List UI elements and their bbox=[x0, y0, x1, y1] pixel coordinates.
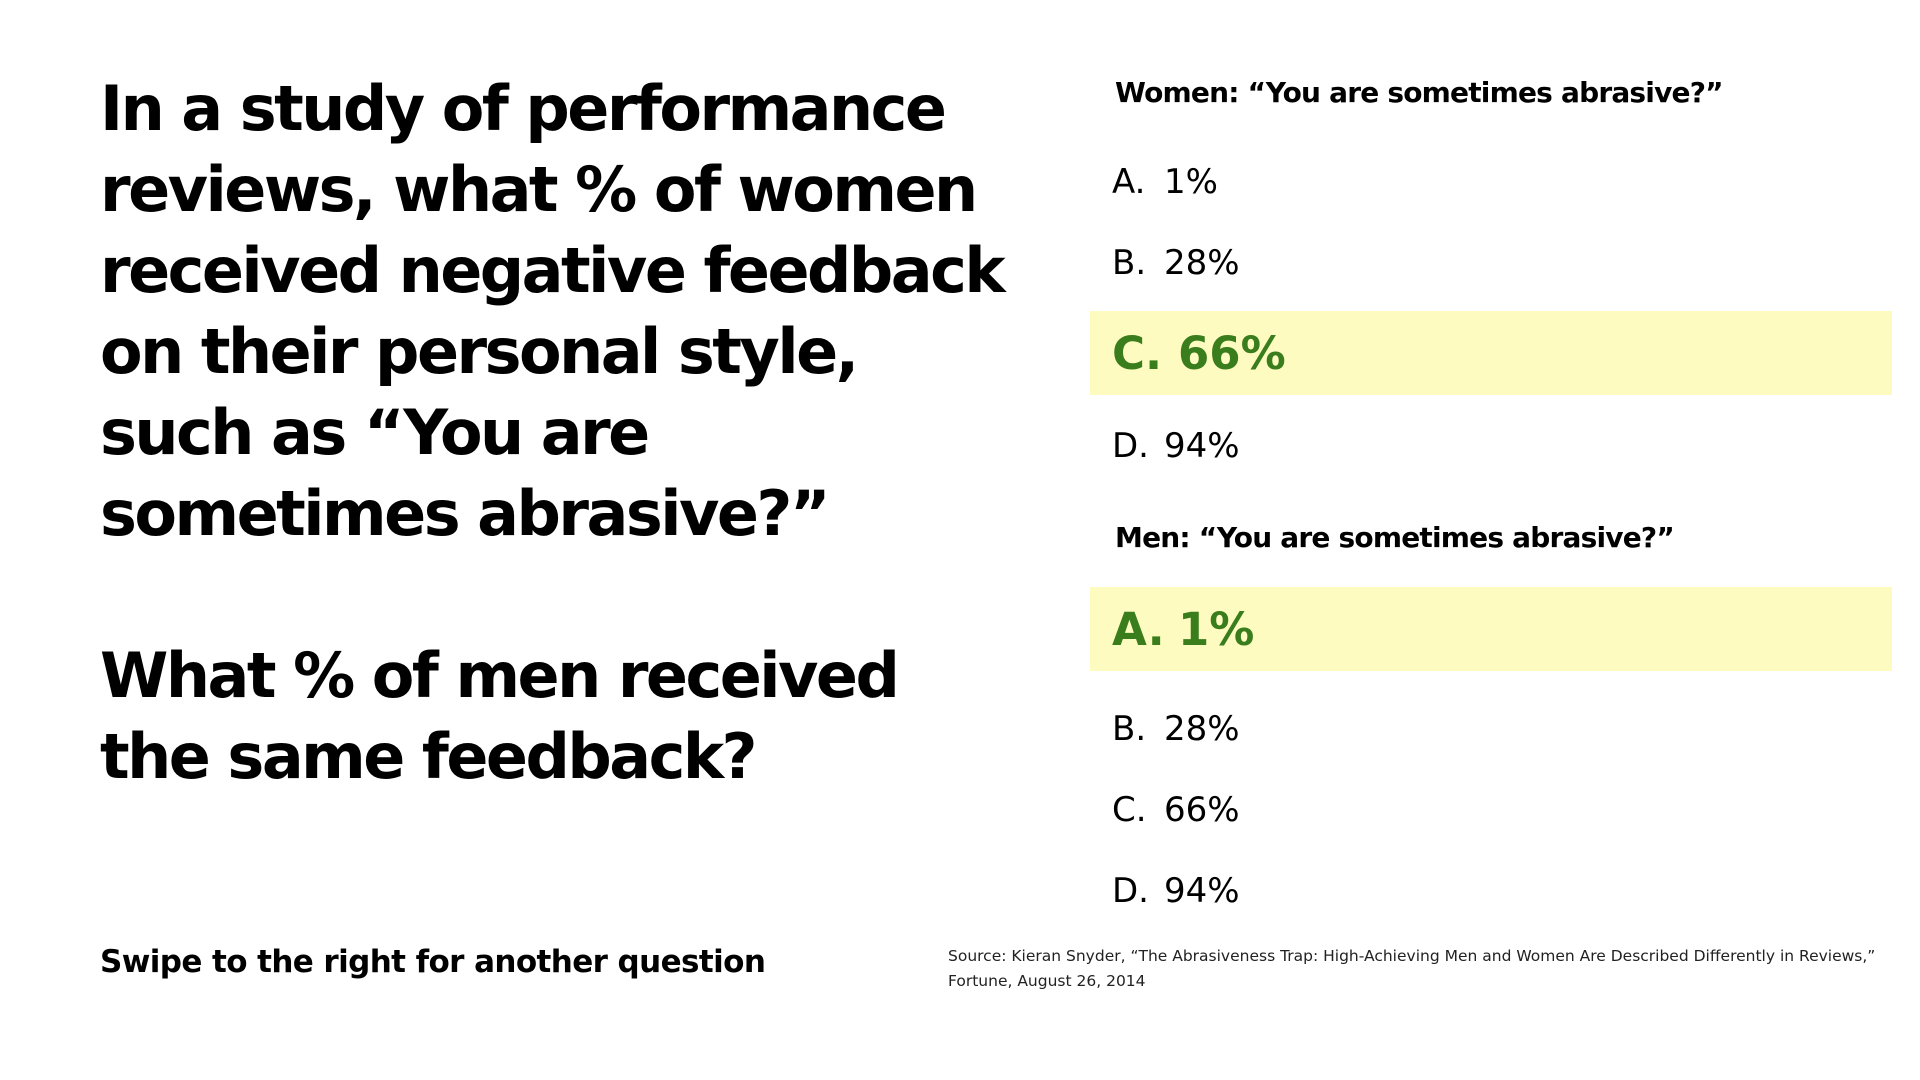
question-men: What % of men received the same feedback… bbox=[100, 639, 900, 793]
source-line: Source: Kieran Snyder, “The Abrasiveness… bbox=[948, 947, 1876, 965]
option-value: 94% bbox=[1164, 871, 1240, 911]
option-letter: C. bbox=[1112, 790, 1147, 830]
option-letter: A. bbox=[1112, 602, 1165, 656]
option-letter: C. bbox=[1112, 326, 1163, 380]
source-citation: Source: Kieran Snyder, “The Abrasiveness… bbox=[948, 944, 1898, 994]
option-value: 1% bbox=[1164, 162, 1218, 202]
men-option-a-correct: A. 1% bbox=[1090, 587, 1892, 671]
men-option-c: C. 66% bbox=[1090, 768, 1892, 852]
women-option-a: A. 1% bbox=[1090, 140, 1892, 224]
option-value: 94% bbox=[1164, 426, 1240, 466]
men-question-title: Men: “You are sometimes abrasive?” bbox=[1115, 521, 1675, 554]
option-letter: B. bbox=[1112, 709, 1147, 749]
option-letter: B. bbox=[1112, 243, 1147, 283]
option-value: 28% bbox=[1164, 709, 1240, 749]
women-option-d: D. 94% bbox=[1090, 404, 1892, 488]
men-option-b: B. 28% bbox=[1090, 687, 1892, 771]
question-block: In a study of performance reviews, what … bbox=[100, 68, 1020, 797]
women-option-c-correct: C. 66% bbox=[1090, 311, 1892, 395]
source-line: Fortune, August 26, 2014 bbox=[948, 972, 1146, 990]
option-value: 66% bbox=[1164, 790, 1240, 830]
women-option-b: B. 28% bbox=[1090, 221, 1892, 305]
option-letter: A. bbox=[1112, 162, 1146, 202]
option-value: 1% bbox=[1178, 602, 1255, 656]
swipe-hint: Swipe to the right for another question bbox=[100, 944, 766, 980]
question-women: In a study of performance reviews, what … bbox=[100, 72, 1006, 550]
option-letter: D. bbox=[1112, 426, 1149, 466]
men-option-d: D. 94% bbox=[1090, 849, 1892, 933]
option-value: 66% bbox=[1178, 326, 1286, 380]
women-question-title: Women: “You are sometimes abrasive?” bbox=[1115, 76, 1724, 109]
option-value: 28% bbox=[1164, 243, 1240, 283]
option-letter: D. bbox=[1112, 871, 1149, 911]
